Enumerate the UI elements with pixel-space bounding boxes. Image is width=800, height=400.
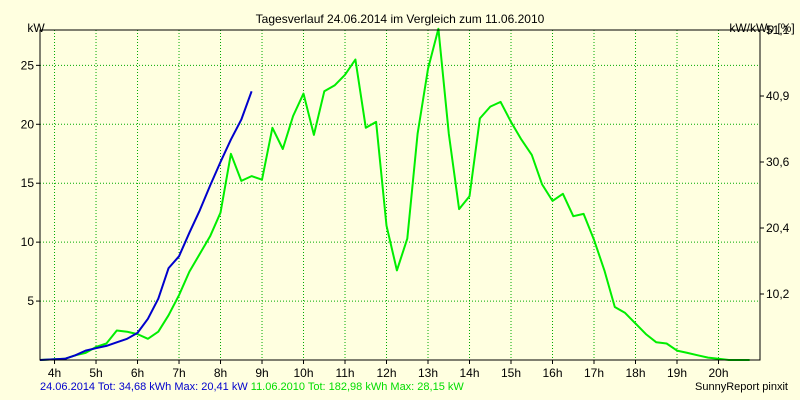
series-group	[39, 27, 750, 361]
x-tick-label: 18h	[625, 366, 645, 380]
x-tick-label: 11h	[335, 366, 354, 380]
x-tick-label: 8h	[214, 366, 227, 380]
y-ticks: 5 10 15 20 25	[21, 58, 40, 308]
x-tick-label: 19h	[667, 366, 687, 380]
plot-frame	[39, 29, 761, 361]
series-line-2010	[39, 27, 750, 361]
y-axis-label-left: kW	[27, 21, 45, 35]
series-line-2014	[39, 90, 253, 361]
y-tick-label: 25	[21, 58, 35, 72]
x-tick-label: 5h	[89, 366, 102, 380]
y2-tick-label: 10,2	[766, 287, 790, 301]
x-tick-label: 17h	[584, 366, 604, 380]
y2-tick-label: 40,9	[766, 89, 790, 103]
y-tick-label: 20	[21, 117, 35, 131]
y2-tick-label: 20,4	[766, 221, 790, 235]
x-ticks: 4h 5h 6h 7h 8h 9h 10h 11h 12h 13h 14h 15h 16h 17h 18h 1…	[48, 360, 729, 380]
x-tick-label: 7h	[172, 366, 185, 380]
footer-series-1: 24.06.2014 Tot: 34,68 kWh Max: 20,41 kW	[40, 381, 248, 393]
y-axis-label-right: kW/kWp [%]	[729, 21, 794, 35]
footer-legend: 24.06.2014 Tot: 34,68 kWh Max: 20,41 kW …	[40, 381, 464, 393]
x-tick-label: 10h	[294, 366, 314, 380]
x-tick-label: 14h	[459, 366, 479, 380]
y2-tick-label: 30,6	[766, 155, 790, 169]
x-tick-label: 4h	[48, 366, 61, 380]
y2-tick-label: 51,1	[766, 23, 790, 37]
plot-background	[40, 30, 760, 360]
y-tick-label: 10	[21, 235, 35, 249]
y-tick-label: 5	[27, 294, 34, 308]
x-tick-label: 15h	[501, 366, 521, 380]
x-tick-label: 12h	[376, 366, 396, 380]
chart-title: Tagesverlauf 24.06.2014 im Vergleich zum…	[256, 12, 545, 26]
x-tick-label: 16h	[542, 366, 562, 380]
footer-credit: SunnyReport pinxit	[695, 381, 788, 393]
x-tick-label: 13h	[418, 366, 438, 380]
footer-series-2: 11.06.2010 Tot: 182,98 kWh Max: 28,15 kW	[250, 381, 464, 393]
grid	[40, 30, 760, 360]
x-tick-label: 6h	[131, 366, 144, 380]
x-tick-label: 20h	[708, 366, 728, 380]
y2-ticks: 10,2 20,4 30,6 40,9 51,1	[760, 23, 790, 301]
y-tick-label: 15	[21, 176, 35, 190]
x-tick-label: 9h	[255, 366, 268, 380]
